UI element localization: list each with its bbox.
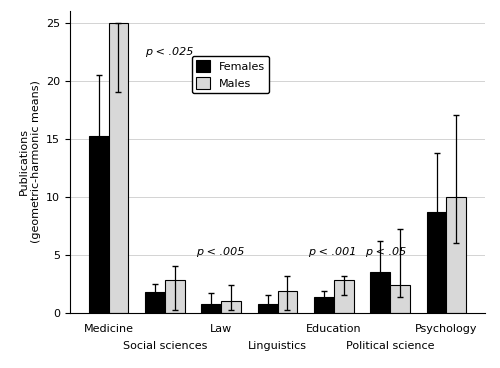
Text: p < .05: p < .05 <box>365 247 406 257</box>
Text: p < .005: p < .005 <box>196 247 244 257</box>
Bar <box>370 272 390 313</box>
Bar <box>258 304 278 313</box>
Text: Social sciences: Social sciences <box>122 340 207 351</box>
Text: Psychology: Psychology <box>415 324 478 334</box>
Bar <box>145 292 165 313</box>
Bar <box>202 304 221 313</box>
Bar <box>426 212 446 313</box>
Bar <box>89 137 108 313</box>
Legend: Females, Males: Females, Males <box>192 56 269 93</box>
Y-axis label: Publications
(geometric-harmonic means): Publications (geometric-harmonic means) <box>19 81 40 243</box>
Bar <box>390 285 410 313</box>
Text: Political science: Political science <box>346 340 434 351</box>
Bar <box>334 280 353 313</box>
Bar <box>108 23 128 313</box>
Text: Law: Law <box>210 324 233 334</box>
Text: p < .025: p < .025 <box>145 47 194 57</box>
Text: Education: Education <box>306 324 362 334</box>
Text: p < .001: p < .001 <box>308 247 357 257</box>
Bar <box>314 297 334 313</box>
Bar <box>446 197 466 313</box>
Bar <box>165 280 184 313</box>
Bar <box>278 291 297 313</box>
Bar <box>221 301 241 313</box>
Text: Medicine: Medicine <box>84 324 134 334</box>
Text: Linguistics: Linguistics <box>248 340 307 351</box>
